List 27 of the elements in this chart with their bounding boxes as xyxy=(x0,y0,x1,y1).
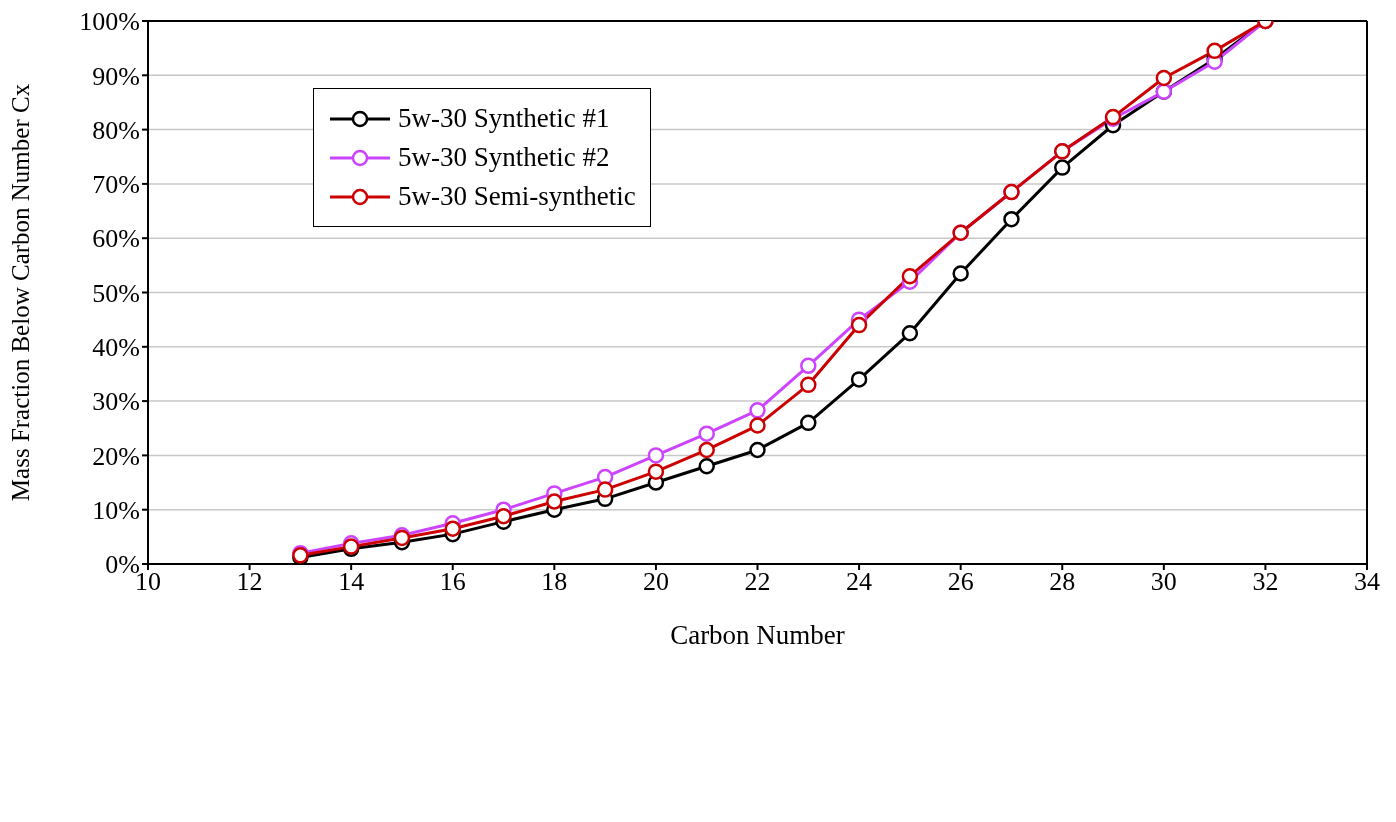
x-tick-label: 14 xyxy=(338,567,365,597)
x-tick-label: 16 xyxy=(439,567,466,597)
x-tick-label: 34 xyxy=(1354,567,1380,597)
x-tick-label: 24 xyxy=(846,567,873,597)
y-tick-label: 100% xyxy=(79,7,140,37)
x-tick-label: 20 xyxy=(642,567,669,597)
x-tick-label: 30 xyxy=(1150,567,1177,597)
x-tick-label: 12 xyxy=(236,567,263,597)
y-tick-label: 80% xyxy=(92,115,140,145)
y-axis-title: Mass Fraction Below Carbon Number Cx xyxy=(6,83,34,502)
x-tick-label: 22 xyxy=(744,567,771,597)
y-tick-label: 50% xyxy=(92,278,140,308)
y-tick-label: 10% xyxy=(92,495,140,525)
y-tick-label: 20% xyxy=(92,441,140,471)
legend-label: 5w-30 Synthetic #2 xyxy=(398,142,610,173)
x-tick-label: 32 xyxy=(1252,567,1279,597)
legend-label: 5w-30 Semi-synthetic xyxy=(398,181,636,212)
x-axis-title: Carbon Number xyxy=(670,620,845,650)
x-tick-label: 28 xyxy=(1049,567,1076,597)
y-tick-label: 60% xyxy=(92,224,140,254)
x-tick-label: 26 xyxy=(947,567,974,597)
x-tick-label: 18 xyxy=(541,567,568,597)
y-tick-label: 90% xyxy=(92,61,140,91)
y-tick-label: 30% xyxy=(92,387,140,417)
y-tick-label: 40% xyxy=(92,333,140,363)
y-tick-label: 70% xyxy=(92,170,140,200)
legend-label: 5w-30 Synthetic #1 xyxy=(398,103,610,134)
